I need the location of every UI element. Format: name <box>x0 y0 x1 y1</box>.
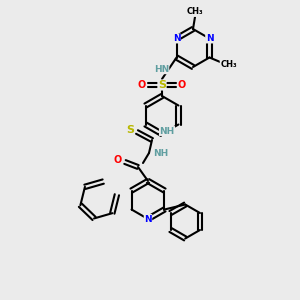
Text: O: O <box>114 155 122 165</box>
Text: N: N <box>144 214 152 224</box>
Text: S: S <box>158 80 166 90</box>
Text: HN: HN <box>154 65 169 74</box>
Text: NH: NH <box>159 127 175 136</box>
Text: O: O <box>138 80 146 90</box>
Text: S: S <box>126 125 134 135</box>
Text: N: N <box>206 34 213 43</box>
Text: CH₃: CH₃ <box>187 8 203 16</box>
Text: N: N <box>173 34 180 43</box>
Text: CH₃: CH₃ <box>220 60 237 69</box>
Text: O: O <box>178 80 186 90</box>
Text: NH: NH <box>153 149 169 158</box>
